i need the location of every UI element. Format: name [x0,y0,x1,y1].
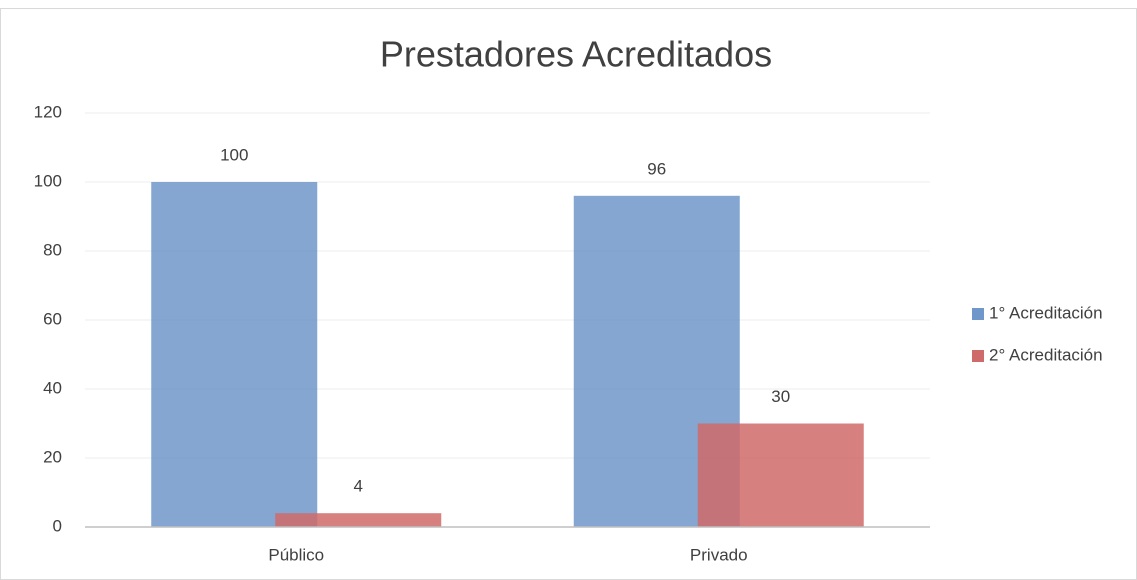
data-label: 4 [354,477,363,496]
y-tick-label: 40 [43,378,62,397]
bar [151,182,318,527]
bar [275,513,442,527]
data-label: 96 [647,159,666,178]
legend-swatch [972,308,984,320]
data-label: 100 [220,145,248,164]
y-tick-label: 20 [43,447,62,466]
y-tick-label: 60 [43,309,62,328]
bar [697,423,864,527]
y-tick-label: 120 [34,102,62,121]
legend-label: 1° Acreditación [989,303,1103,322]
y-tick-label: 100 [34,171,62,190]
chart-title: Prestadores Acreditados [380,34,772,75]
x-tick-label: Público [268,545,324,564]
y-tick-label: 0 [53,516,62,535]
x-tick-label: Privado [690,545,748,564]
data-label: 30 [771,387,790,406]
legend-label: 2° Acreditación [989,345,1103,364]
y-tick-label: 80 [43,240,62,259]
legend-swatch [972,350,984,362]
